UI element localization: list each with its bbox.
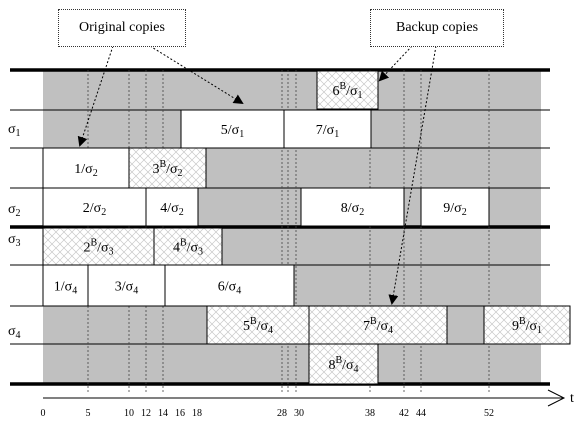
task-2-s2: 2/σ2 [42, 187, 147, 227]
task-8B-s4: 8B/σ4 [308, 343, 379, 385]
time-tick-label: 52 [484, 408, 494, 419]
task-9-s2: 9/σ2 [420, 187, 490, 227]
time-tick-label: 38 [365, 408, 375, 419]
task-3-s4: 3/σ4 [87, 264, 166, 307]
task-label: 2B/σ3 [83, 238, 113, 258]
task-5-s1: 5/σ1 [180, 109, 285, 149]
time-tick-label: 14 [158, 408, 168, 419]
task-1-s4: 1/σ4 [42, 264, 89, 307]
time-tick-label: 0 [41, 408, 46, 419]
task-3B-s2: 3B/σ2 [128, 147, 207, 189]
task-label: 6/σ4 [218, 280, 241, 297]
time-tick-label: 10 [124, 408, 134, 419]
time-tick-label: 28 [277, 408, 287, 419]
time-axis-arrowhead [547, 389, 566, 407]
time-tick-label: 18 [192, 408, 202, 419]
time-tick-label: 42 [399, 408, 409, 419]
processor-label-sigma2: σ2 [8, 202, 21, 219]
task-label: 3B/σ2 [152, 159, 182, 179]
callout-original-label: Original copies [79, 20, 165, 35]
time-tick-label: 5 [86, 408, 91, 419]
task-8-s2: 8/σ2 [300, 187, 405, 227]
callout-backup-copies: Backup copies [370, 9, 504, 47]
task-1-s2: 1/σ2 [42, 147, 130, 189]
task-label: 7B/σ4 [363, 316, 393, 336]
callout-original-copies: Original copies [58, 9, 186, 47]
task-9B-s1: 9B/σ1 [483, 305, 571, 345]
processor-label-sigma3: σ3 [8, 232, 21, 249]
callout-arrows [77, 45, 437, 305]
task-6B-s1: 6B/σ1 [316, 70, 379, 110]
task-label: 2/σ2 [83, 201, 106, 218]
time-tick-label: 16 [175, 408, 185, 419]
task-label: 1/σ2 [74, 162, 97, 179]
task-label: 6B/σ1 [332, 81, 362, 101]
task-label: 1/σ4 [54, 280, 77, 297]
task-6-s4: 6/σ4 [164, 264, 295, 307]
task-label: 4/σ2 [160, 201, 183, 218]
time-tick-label: 30 [294, 408, 304, 419]
task-label: 5B/σ4 [243, 316, 273, 336]
task-4-s2: 4/σ2 [145, 187, 199, 227]
task-label: 3/σ4 [115, 280, 138, 297]
task-label: 8/σ2 [341, 201, 364, 218]
task-5B-s4: 5B/σ4 [206, 305, 310, 345]
time-axis: t 0 5 10 12 14 16 18 28 30 38 42 44 52 [41, 389, 574, 419]
task-label: 9B/σ1 [512, 316, 542, 336]
arrow-original-to-1 [77, 45, 114, 147]
task-7B-s4: 7B/σ4 [308, 305, 448, 345]
processor-label-sigma1: σ1 [8, 122, 21, 139]
arrow-backup-to-7 [388, 45, 437, 305]
task-label: 5/σ1 [221, 123, 244, 140]
task-2B-s3: 2B/σ3 [42, 227, 155, 266]
callout-backup-label: Backup copies [395, 20, 479, 35]
task-4B-s3: 4B/σ3 [153, 227, 223, 266]
time-tick-label: 12 [141, 408, 151, 419]
processor-label-sigma4: σ4 [8, 324, 21, 341]
task-label: 7/σ1 [316, 123, 339, 140]
task-label: 4B/σ3 [173, 238, 203, 258]
time-tick-label: 44 [416, 408, 426, 419]
task-label: 9/σ2 [443, 201, 466, 218]
task-7-s1: 7/σ1 [283, 109, 372, 149]
task-blocks: 6B/σ1 5/σ1 7/σ1 1/σ2 3B/σ2 2/σ2 4/σ2 8/σ2 9/σ2 2B… [42, 70, 571, 385]
task-label: 8B/σ4 [328, 355, 358, 375]
time-axis-unit: t [570, 391, 574, 406]
